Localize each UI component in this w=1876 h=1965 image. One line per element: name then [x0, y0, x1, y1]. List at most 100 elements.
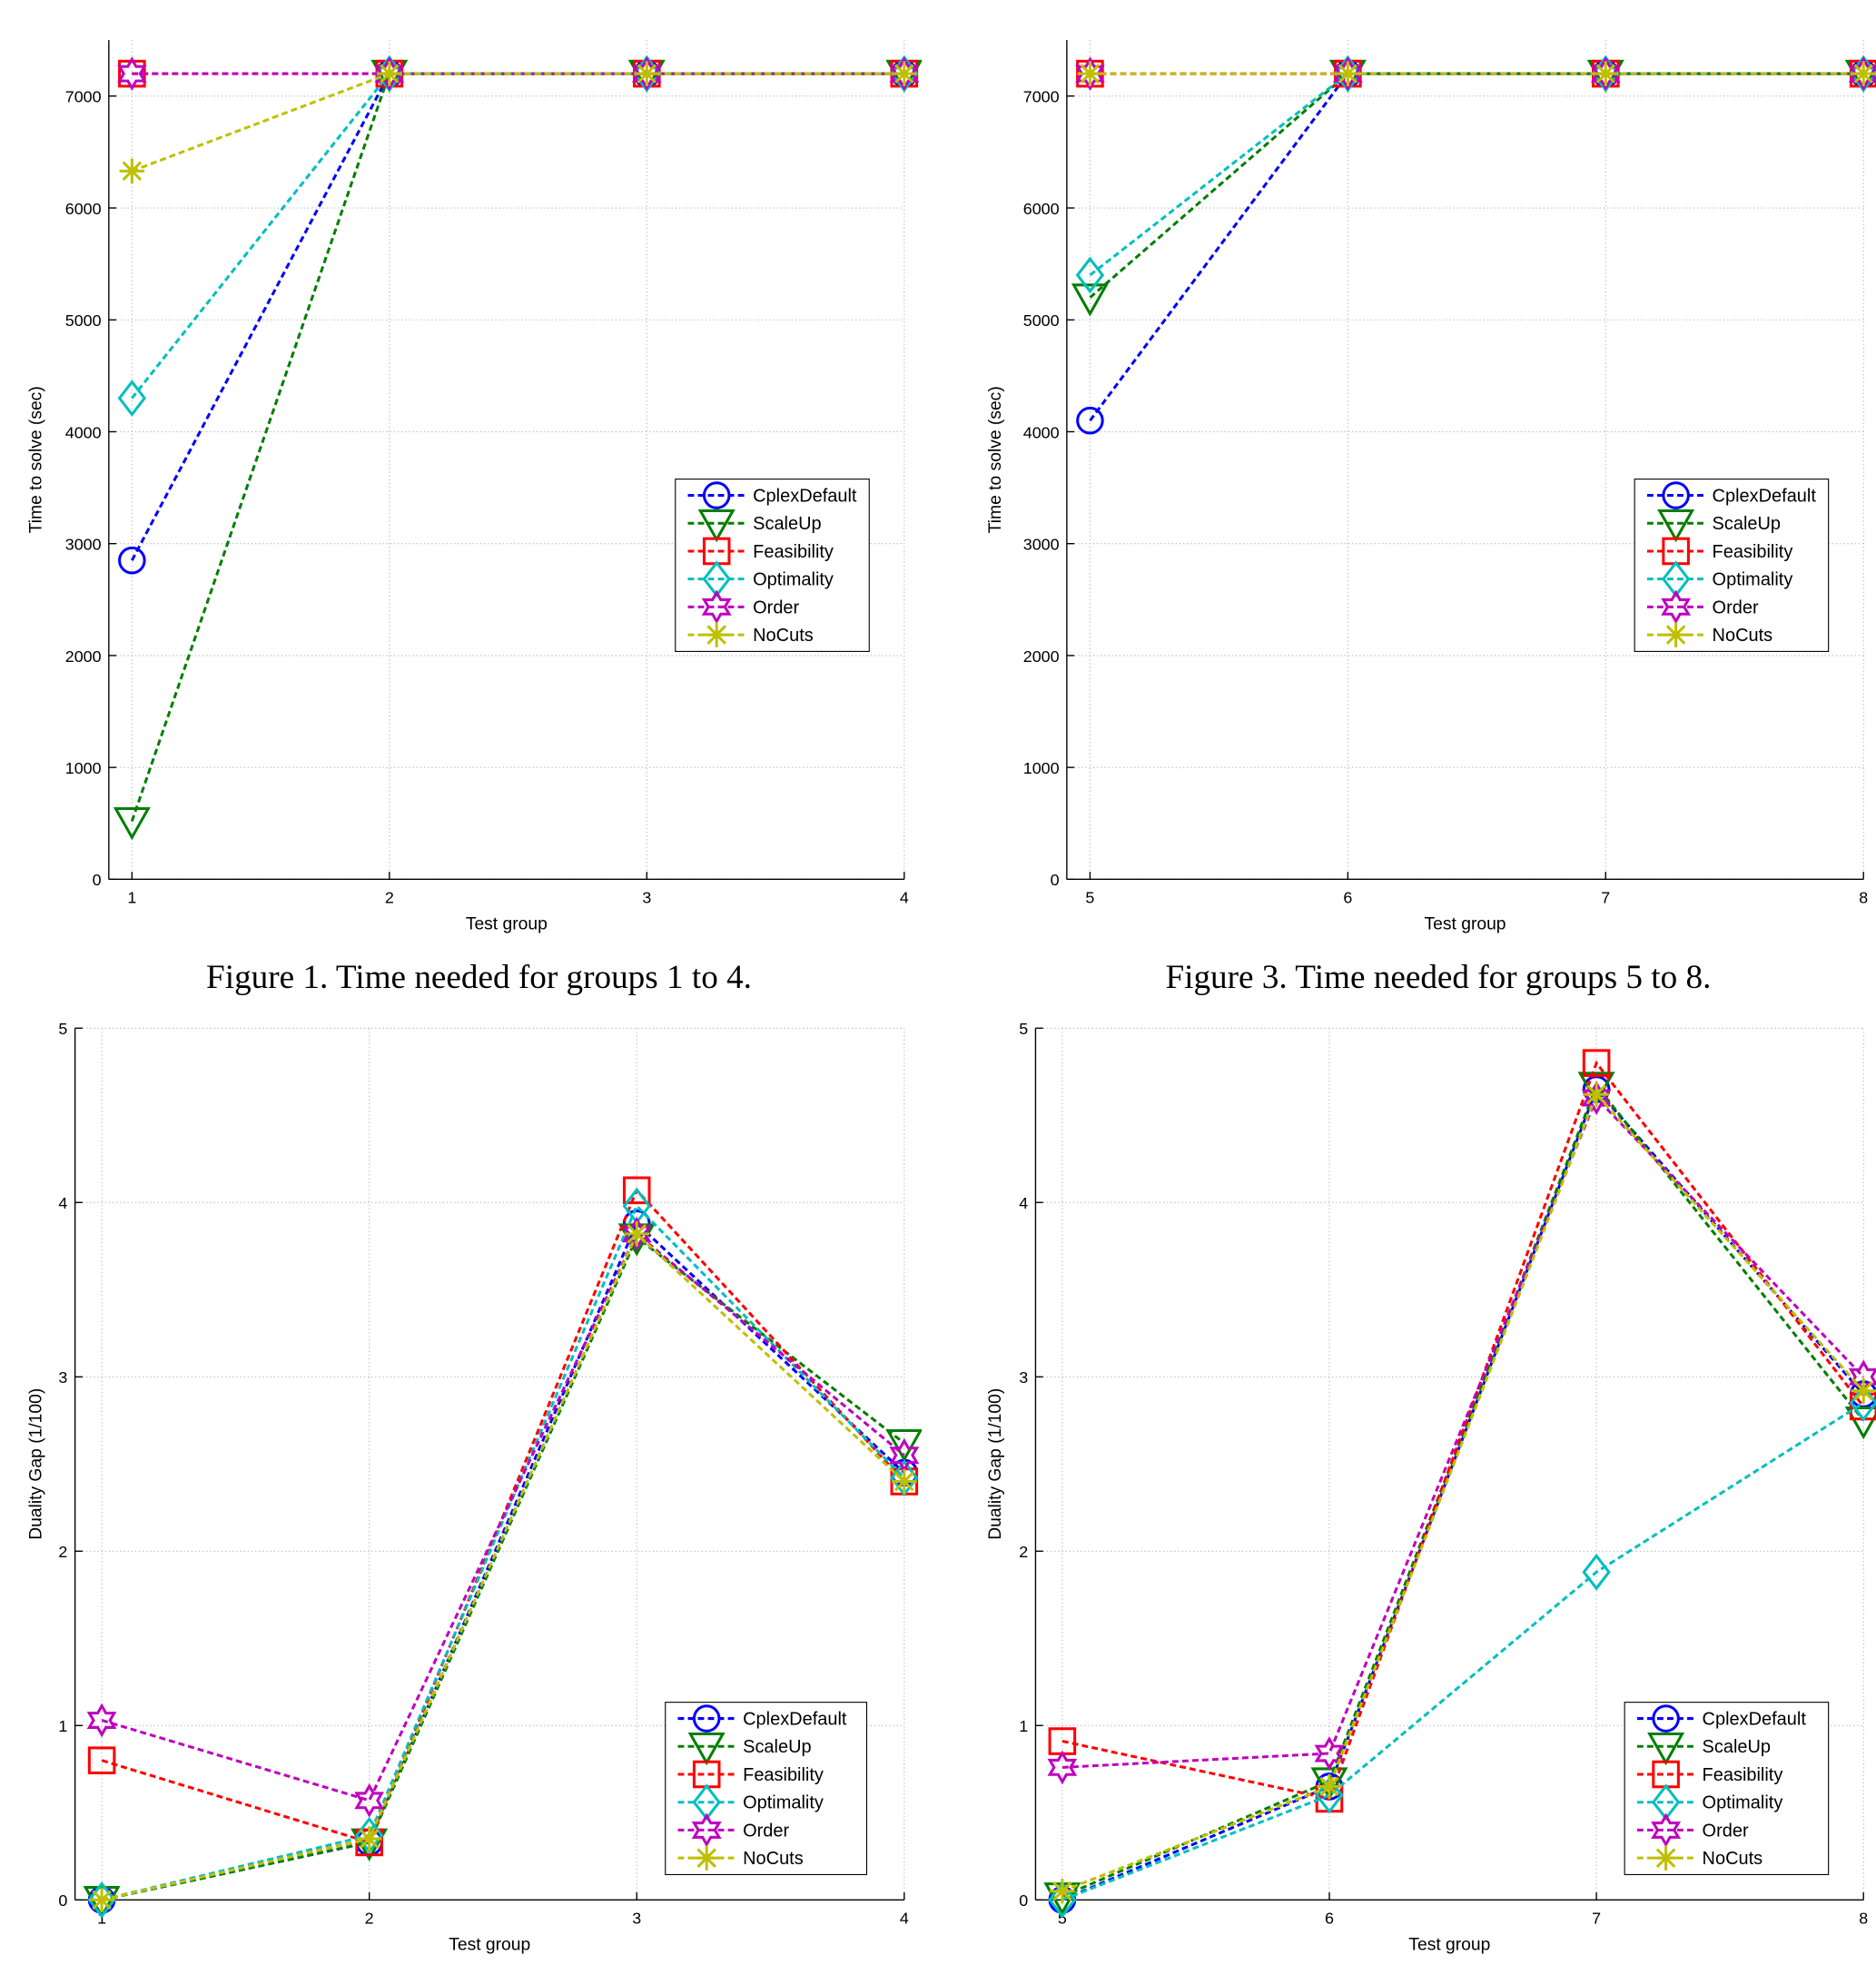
data-point-asterisk [119, 158, 145, 184]
y-tick-label: 6000 [65, 200, 102, 218]
legend: CplexDefault ScaleUp Feasibility Optimality… [1624, 1702, 1830, 1876]
y-tick-label: 2 [58, 1543, 67, 1561]
x-tick-label: 5 [1085, 889, 1094, 907]
legend-item: NoCuts [1636, 1845, 1762, 1871]
y-tick-label: 0 [1051, 871, 1060, 889]
x-tick-label: 8 [1859, 1909, 1868, 1927]
legend-item: CplexDefault [1636, 1704, 1807, 1733]
data-point-asterisk [892, 1468, 917, 1495]
series-line [131, 72, 904, 173]
y-tick-label: 6000 [1023, 200, 1060, 218]
chart-panel-4: 5 6 7 8 0 1 2 3 4 5 Test group Duality Gap (1/100) C… [986, 1020, 1876, 1954]
legend-label: CplexDefault [743, 1709, 847, 1729]
x-tick-label: 3 [642, 889, 651, 907]
legend-box [665, 1702, 868, 1876]
series-line [130, 72, 904, 822]
x-tick-label: 7 [1601, 889, 1610, 907]
data-point-diamond [117, 380, 147, 417]
legend-label: ScaleUp [743, 1737, 811, 1757]
legend-label: Order [743, 1821, 789, 1841]
legend-item: Order [677, 1812, 790, 1848]
legend-item: NoCuts [687, 622, 814, 647]
data-point-diamond [1582, 1553, 1611, 1591]
legend-item: CplexDefault [1646, 481, 1817, 509]
legend-label: Optimality [1703, 1793, 1783, 1813]
chart-panel-1: 1 2 3 4 0 1000 2000 3000 4000 5000 6000 7000 Test gr… [26, 40, 923, 933]
legend-marker-asterisk [704, 622, 729, 647]
x-axis-label: Test group [1408, 1935, 1490, 1954]
y-tick-label: 0 [93, 871, 102, 889]
legend-label: Order [753, 597, 799, 617]
x-tick-label: 3 [632, 1909, 641, 1927]
legend-marker-hexagram [1661, 589, 1692, 625]
series-feasibility [1048, 1049, 1876, 1813]
legend-marker-circle [1662, 481, 1690, 509]
legend-marker-hexagram [691, 1812, 722, 1848]
y-tick-label: 2000 [1023, 647, 1060, 666]
x-tick-label: 2 [385, 889, 394, 907]
y-tick-label: 5000 [65, 311, 102, 330]
legend-label: NoCuts [1713, 626, 1773, 646]
legend-box [1624, 1702, 1830, 1876]
series-scaleup [113, 59, 923, 841]
legend-label: CplexDefault [1713, 486, 1817, 506]
legend-marker-triangle-down [687, 1732, 726, 1766]
y-tick-label: 7000 [65, 88, 102, 106]
data-point-asterisk [624, 1221, 650, 1247]
data-point-triangle-down [1844, 1406, 1876, 1440]
legend-item: ScaleUp [687, 509, 822, 543]
data-point-asterisk [377, 61, 402, 86]
legend-label: CplexDefault [1703, 1709, 1807, 1729]
legend-marker-asterisk [1663, 622, 1689, 647]
data-point-hexagram [1314, 1736, 1345, 1771]
legend-label: Optimality [753, 570, 834, 590]
y-axis-label: Duality Gap (1/100) [26, 1388, 45, 1540]
legend: CplexDefault ScaleUp Feasibility Optimality… [665, 1702, 868, 1876]
legend-label: Optimality [1713, 570, 1793, 590]
data-point-asterisk [1335, 61, 1361, 86]
series-line [1061, 1091, 1865, 1893]
data-point-hexagram [631, 56, 662, 91]
legend-label: NoCuts [743, 1849, 804, 1869]
legend-label: Feasibility [1713, 542, 1793, 562]
y-tick-label: 5 [1019, 1020, 1028, 1038]
legend-label: Optimality [743, 1793, 824, 1813]
x-tick-label: 1 [97, 1909, 106, 1927]
legend-marker-triangle-down [1647, 1732, 1685, 1766]
chart-panel-3: 1 2 3 4 0 1 2 3 4 5 Test group Duality Gap (1/100) C… [26, 1020, 923, 1954]
y-tick-label: 3 [1019, 1368, 1028, 1387]
legend-label: Feasibility [743, 1765, 824, 1785]
legend-marker-asterisk [694, 1845, 719, 1871]
x-axis-label: Test group [1425, 914, 1506, 933]
series-line [1061, 1086, 1865, 1901]
y-tick-label: 2000 [65, 647, 102, 666]
x-tick-label: 7 [1592, 1909, 1601, 1927]
figure-caption: Figure 3. Time needed for groups 5 to 8. [1165, 959, 1711, 996]
data-point-diamond [1048, 1881, 1077, 1918]
y-tick-label: 4000 [1023, 423, 1060, 441]
legend-label: ScaleUp [753, 514, 821, 534]
data-point-hexagram [621, 1216, 652, 1251]
series-line [130, 72, 904, 561]
series-line [1061, 1095, 1865, 1769]
series-optimality [1075, 54, 1876, 294]
legend-label: ScaleUp [1713, 514, 1781, 534]
legend-marker-triangle-down [1657, 509, 1695, 543]
data-point-triangle-down [1071, 283, 1109, 317]
legend-item: NoCuts [677, 1845, 804, 1871]
series-nocuts [1077, 61, 1876, 86]
data-point-hexagram [117, 56, 147, 91]
data-point-hexagram [1848, 56, 1876, 91]
legend-label: Feasibility [1703, 1765, 1783, 1785]
legend-label: ScaleUp [1703, 1737, 1771, 1757]
legend-item: ScaleUp [1646, 509, 1781, 543]
y-tick-label: 1000 [1023, 759, 1060, 777]
data-point-diamond [1315, 1776, 1344, 1814]
series-line [101, 1220, 905, 1901]
legend-item: ScaleUp [677, 1732, 812, 1766]
data-point-circle [1076, 406, 1104, 435]
data-point-asterisk [1851, 61, 1876, 86]
data-point-asterisk [356, 1826, 382, 1851]
data-point-triangle-down [885, 1428, 923, 1463]
legend-item: NoCuts [1646, 622, 1773, 647]
